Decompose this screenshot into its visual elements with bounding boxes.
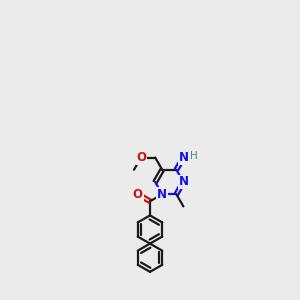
Text: N: N	[178, 176, 188, 188]
Text: O: O	[136, 151, 146, 164]
Text: N: N	[178, 151, 188, 164]
Text: H: H	[190, 151, 198, 161]
Text: N: N	[157, 188, 167, 201]
Text: O: O	[133, 188, 143, 201]
